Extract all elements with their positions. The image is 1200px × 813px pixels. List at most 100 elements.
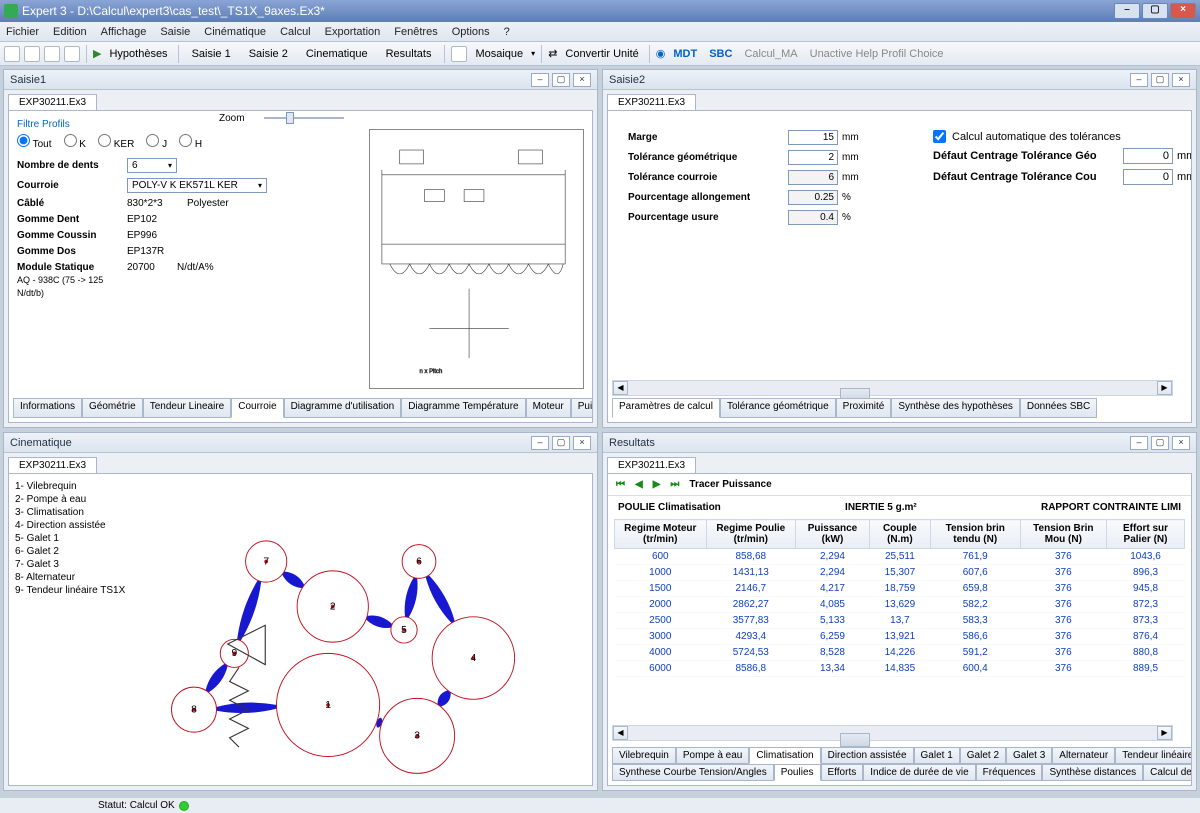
radio-tout[interactable]: Tout xyxy=(17,134,52,150)
menu-affichage[interactable]: Affichage xyxy=(101,26,147,38)
input-field[interactable]: 0 xyxy=(1123,148,1173,164)
doc-tab[interactable]: EXP30211.Ex3 xyxy=(8,94,97,110)
panel-max[interactable]: ▢ xyxy=(552,436,570,450)
tab-3[interactable]: Synthèse des hypothèses xyxy=(891,398,1020,418)
menu-cinématique[interactable]: Cinématique xyxy=(204,26,266,38)
tab-Calcul des Tensions 'SBC'[interactable]: Calcul des Tensions 'SBC' xyxy=(1143,764,1192,781)
nav-prev-icon[interactable]: ◀ xyxy=(635,479,643,490)
tab-2[interactable]: Tendeur Lineaire xyxy=(143,398,232,418)
new-icon[interactable] xyxy=(4,46,20,62)
tab-1[interactable]: Tolérance géométrique xyxy=(720,398,836,418)
panel-min[interactable]: – xyxy=(1130,436,1148,450)
tab-Tendeur linéaire TS1X[interactable]: Tendeur linéaire TS1X xyxy=(1115,747,1192,764)
save-icon[interactable] xyxy=(44,46,60,62)
nav-last-icon[interactable]: ⏭ xyxy=(670,479,679,490)
input-field[interactable]: 2 xyxy=(788,150,838,165)
close-button[interactable]: × xyxy=(1170,3,1196,19)
hypotheses-button[interactable]: Hypothèses xyxy=(105,48,171,60)
radio-j[interactable]: J xyxy=(146,134,167,150)
nombre-dents-input[interactable]: 6 xyxy=(127,158,177,173)
radio-k[interactable]: K xyxy=(64,134,86,150)
panel-close[interactable]: × xyxy=(573,73,591,87)
menu-?[interactable]: ? xyxy=(504,26,510,38)
menu-options[interactable]: Options xyxy=(452,26,490,38)
panel-close[interactable]: × xyxy=(573,436,591,450)
saisie2-button[interactable]: Saisie 2 xyxy=(242,45,295,63)
minimize-button[interactable]: – xyxy=(1114,3,1140,19)
doc-tab[interactable]: EXP30211.Ex3 xyxy=(607,457,696,473)
menu-edition[interactable]: Edition xyxy=(53,26,87,38)
tab-Alternateur[interactable]: Alternateur xyxy=(1052,747,1115,764)
tab-5[interactable]: Diagramme Température xyxy=(401,398,525,418)
tab-Pompe à eau[interactable]: Pompe à eau xyxy=(676,747,750,764)
table-row: 60008586,813,3414,835600,4376889,5 xyxy=(615,661,1185,677)
nav-next-icon[interactable]: ▶ xyxy=(653,479,661,490)
tab-Synthèse distances[interactable]: Synthèse distances xyxy=(1042,764,1143,781)
courroie-select[interactable]: POLY-V K EK571L KER xyxy=(127,178,267,193)
tab-Climatisation[interactable]: Climatisation xyxy=(749,747,820,764)
panel-min[interactable]: – xyxy=(531,73,549,87)
tab-Galet 3[interactable]: Galet 3 xyxy=(1006,747,1052,764)
tab-4[interactable]: Diagramme d'utilisation xyxy=(284,398,402,418)
panel-close[interactable]: × xyxy=(1172,73,1190,87)
doc-tab[interactable]: EXP30211.Ex3 xyxy=(607,94,696,110)
tab-Synthese Courbe Tension/Angles[interactable]: Synthese Courbe Tension/Angles xyxy=(612,764,774,781)
sbc-button[interactable]: SBC xyxy=(705,48,736,60)
h-scrollbar[interactable]: ◀▶ xyxy=(612,725,1173,741)
resultats-button[interactable]: Resultats xyxy=(379,45,439,63)
radio-h[interactable]: H xyxy=(179,134,202,150)
table-row: 20002862,274,08513,629582,2376872,3 xyxy=(615,597,1185,613)
tab-2[interactable]: Proximité xyxy=(836,398,892,418)
zoom-slider[interactable] xyxy=(264,111,344,125)
menu-saisie[interactable]: Saisie xyxy=(160,26,190,38)
open-icon[interactable] xyxy=(24,46,40,62)
panel-min[interactable]: – xyxy=(531,436,549,450)
nav-first-icon[interactable]: ⏮ xyxy=(616,479,625,490)
h-scrollbar[interactable]: ◀▶ xyxy=(612,380,1173,396)
mosaique-button[interactable]: Mosaique xyxy=(471,48,527,60)
tab-6[interactable]: Moteur xyxy=(526,398,571,418)
swap-icon[interactable]: ⇄ xyxy=(548,47,557,60)
tab-Vilebrequin[interactable]: Vilebrequin xyxy=(612,747,676,764)
print-icon[interactable] xyxy=(64,46,80,62)
help-icon[interactable]: ◉ xyxy=(656,47,666,60)
grid-icon[interactable] xyxy=(451,46,467,62)
tab-7[interactable]: Puissance accessoires xyxy=(571,398,593,418)
cinematique-button[interactable]: Cinematique xyxy=(299,45,375,63)
panel-close[interactable]: × xyxy=(1172,436,1190,450)
menu-fenêtres[interactable]: Fenêtres xyxy=(394,26,437,38)
tab-1[interactable]: Géométrie xyxy=(82,398,143,418)
tab-Fréquences[interactable]: Fréquences xyxy=(976,764,1043,781)
panel-max[interactable]: ▢ xyxy=(1151,436,1169,450)
tab-0[interactable]: Paramètres de calcul xyxy=(612,398,720,418)
tab-Indice de durée de vie[interactable]: Indice de durée de vie xyxy=(863,764,975,781)
tab-3[interactable]: Courroie xyxy=(231,398,283,418)
tab-Galet 1[interactable]: Galet 1 xyxy=(914,747,960,764)
menu-exportation[interactable]: Exportation xyxy=(325,26,381,38)
menu-calcul[interactable]: Calcul xyxy=(280,26,311,38)
auto-tolerance-checkbox[interactable] xyxy=(933,130,946,143)
menu-fichier[interactable]: Fichier xyxy=(6,26,39,38)
input-field[interactable]: 15 xyxy=(788,130,838,145)
tab-Galet 2[interactable]: Galet 2 xyxy=(960,747,1006,764)
panel-max[interactable]: ▢ xyxy=(552,73,570,87)
tab-Direction assistée[interactable]: Direction assistée xyxy=(821,747,914,764)
maximize-button[interactable]: ▢ xyxy=(1142,3,1168,19)
mdt-button[interactable]: MDT xyxy=(669,48,701,60)
tab-Efforts[interactable]: Efforts xyxy=(821,764,864,781)
convertir-button[interactable]: Convertir Unité xyxy=(561,48,642,60)
saisie1-button[interactable]: Saisie 1 xyxy=(185,45,238,63)
doc-tab[interactable]: EXP30211.Ex3 xyxy=(8,457,97,473)
panel-min[interactable]: – xyxy=(1130,73,1148,87)
tab-0[interactable]: Informations xyxy=(13,398,82,418)
tab-Poulies[interactable]: Poulies xyxy=(774,764,821,781)
tracer-button[interactable]: Tracer Puissance xyxy=(689,479,771,490)
panel-max[interactable]: ▢ xyxy=(1151,73,1169,87)
input-field[interactable]: 0 xyxy=(1123,169,1173,185)
radio-ker[interactable]: KER xyxy=(98,134,134,150)
calcul-ma-button[interactable]: Calcul_MA xyxy=(740,48,801,60)
tab-4[interactable]: Données SBC xyxy=(1020,398,1097,418)
zoom-label: Zoom xyxy=(219,113,245,124)
input-field: 0.4 xyxy=(788,210,838,225)
play-icon[interactable]: ▶ xyxy=(93,47,101,60)
